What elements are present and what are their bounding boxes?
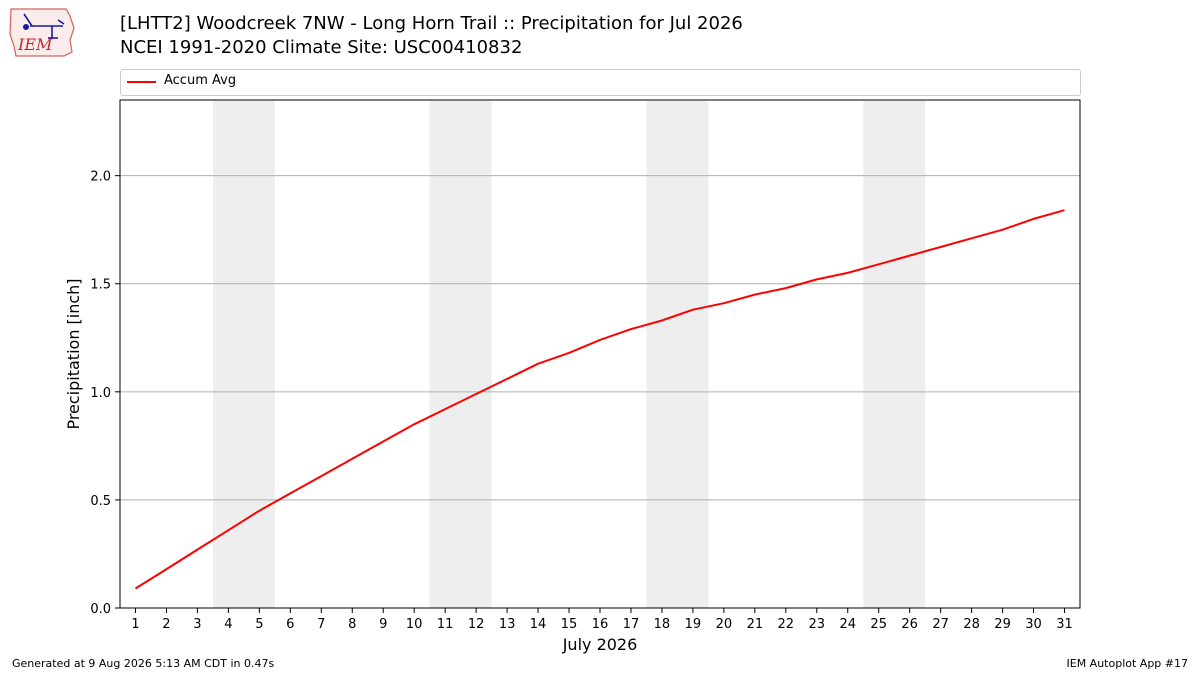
x-tick-label: 4 [224, 617, 232, 632]
x-tick-label: 10 [406, 617, 423, 632]
generated-timestamp: Generated at 9 Aug 2026 5:13 AM CDT in 0… [12, 657, 275, 670]
y-tick-label: 1.5 [90, 278, 111, 293]
chart-subtitle: NCEI 1991-2020 Climate Site: USC00410832 [120, 37, 523, 58]
legend-line-swatch [127, 81, 156, 83]
weekend-band [212, 100, 275, 608]
x-tick-label: 9 [379, 617, 387, 632]
x-tick-label: 1 [131, 617, 139, 632]
x-tick-label: 29 [994, 617, 1011, 632]
x-tick-label: 26 [901, 617, 918, 632]
x-tick-label: 22 [778, 617, 795, 632]
series-line-accum-avg [134, 209, 1065, 590]
x-tick-label: 8 [348, 617, 356, 632]
chart-title: [LHTT2] Woodcreek 7NW - Long Horn Trail … [120, 13, 743, 34]
y-tick-label: 0.0 [90, 602, 111, 617]
x-tick-label: 6 [286, 617, 294, 632]
legend-label: Accum Avg [164, 73, 237, 88]
y-tick-label: 1.0 [90, 386, 111, 401]
x-tick-label: 13 [499, 617, 516, 632]
x-tick-label: 27 [932, 617, 949, 632]
chart-legend: Accum Avg [120, 69, 1081, 96]
x-tick-label: 21 [747, 617, 764, 632]
x-axis-label: July 2026 [562, 635, 638, 654]
x-tick-label: 7 [317, 617, 325, 632]
x-tick-label: 16 [592, 617, 609, 632]
chart-title-block: [LHTT2] Woodcreek 7NW - Long Horn Trail … [120, 12, 743, 60]
x-tick-label: 18 [654, 617, 671, 632]
x-tick-label: 14 [530, 617, 547, 632]
x-tick-label: 31 [1056, 617, 1073, 632]
x-tick-label: 12 [468, 617, 485, 632]
x-tick-label: 2 [162, 617, 170, 632]
x-tick-label: 23 [809, 617, 826, 632]
iem-logo: IEM [9, 8, 75, 57]
x-tick-label: 28 [963, 617, 980, 632]
logo-text: IEM [17, 35, 53, 54]
weekend-band [863, 100, 926, 608]
x-tick-label: 15 [561, 617, 578, 632]
y-tick-label: 2.0 [90, 170, 111, 185]
y-axis-label: Precipitation [inch] [64, 278, 83, 429]
x-tick-label: 25 [870, 617, 887, 632]
x-tick-label: 17 [623, 617, 640, 632]
weekend-band [646, 100, 709, 608]
y-tick-label: 0.5 [90, 494, 111, 509]
x-tick-label: 30 [1025, 617, 1042, 632]
x-tick-label: 3 [193, 617, 201, 632]
x-tick-label: 11 [437, 617, 454, 632]
plot-frame [119, 99, 1081, 609]
x-tick-label: 5 [255, 617, 263, 632]
x-tick-label: 20 [716, 617, 733, 632]
app-label: IEM Autoplot App #17 [1066, 657, 1189, 670]
x-tick-label: 24 [839, 617, 856, 632]
x-tick-label: 19 [685, 617, 702, 632]
weekend-band [429, 100, 492, 608]
